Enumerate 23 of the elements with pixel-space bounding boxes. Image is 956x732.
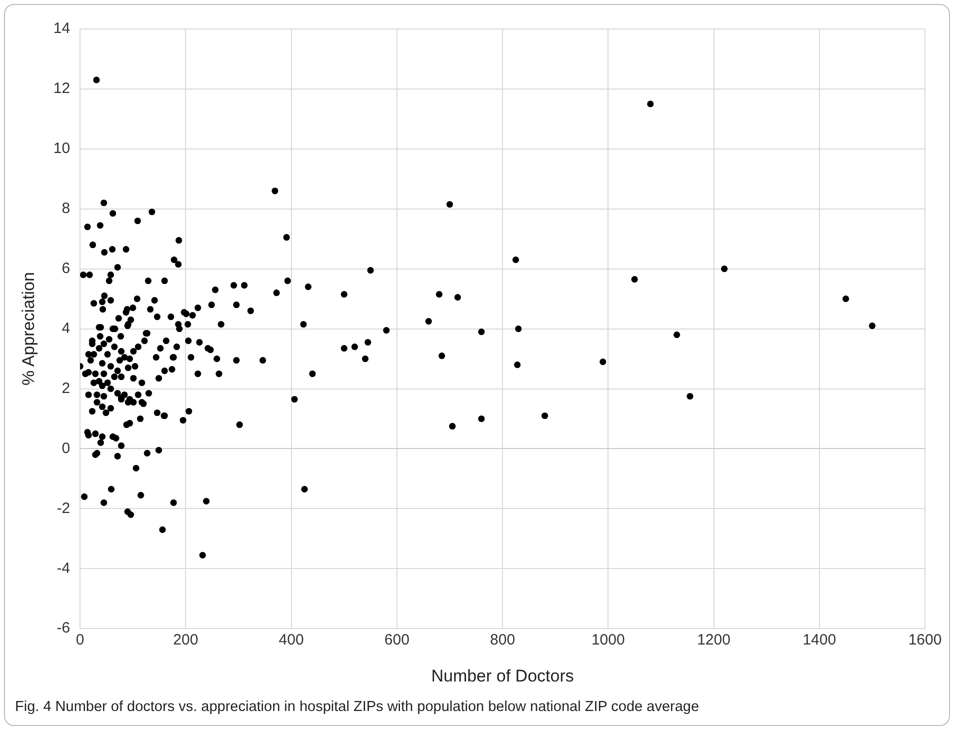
x-axis-title: Number of Doctors [431,666,574,686]
y-tick-label: -4 [56,560,70,577]
y-tick-label: 8 [62,200,70,218]
x-tick-label: 400 [278,632,304,649]
y-tick-label: 10 [53,140,70,158]
y-tick-label: -2 [56,500,70,517]
y-tick-label: 6 [62,260,70,277]
x-tick-label: 1200 [697,632,730,649]
x-tick-label: 1400 [802,632,836,649]
x-tick-label: 0 [76,632,84,649]
y-tick-label: 12 [53,80,70,98]
x-tick-label: 800 [490,632,516,649]
y-tick-label: -6 [56,620,70,637]
y-tick-label: 0 [62,440,70,457]
x-tick-label: 600 [384,632,410,649]
y-axis-title: % Appreciation [18,272,38,386]
x-tick-label: 1000 [591,632,625,649]
y-tick-label: 14 [53,20,70,38]
x-tick-label: 1600 [908,632,942,649]
caption: Fig. 4 Number of doctors vs. appreciation in hospital ZIPs with population below national ZIP code average [15,699,700,715]
x-tick-label: 200 [173,632,198,649]
y-tick-label: 4 [62,320,70,337]
y-tick-label: 2 [62,380,70,397]
